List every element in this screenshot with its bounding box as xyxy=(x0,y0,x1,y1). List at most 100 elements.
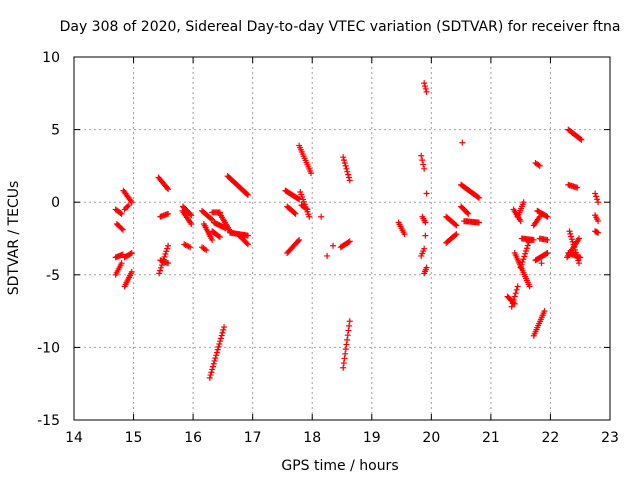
x-tick-label: 21 xyxy=(482,430,500,446)
x-tick-label: 15 xyxy=(125,430,143,446)
data-point xyxy=(517,264,524,271)
data-point xyxy=(520,199,527,206)
data-point xyxy=(217,335,224,342)
data-point xyxy=(577,135,584,142)
data-point xyxy=(518,261,525,268)
data-point xyxy=(459,139,466,146)
data-point xyxy=(119,226,126,233)
data-point xyxy=(342,350,349,357)
data-point xyxy=(208,215,215,222)
data-point xyxy=(157,267,164,274)
data-point xyxy=(292,210,299,217)
data-point xyxy=(568,233,575,240)
data-point xyxy=(401,231,408,238)
data-point xyxy=(214,346,221,353)
data-point xyxy=(203,247,210,254)
data-point xyxy=(525,239,532,246)
data-point xyxy=(188,212,195,219)
data-point xyxy=(592,190,599,197)
data-point xyxy=(342,162,349,169)
data-point xyxy=(475,194,482,201)
data-point xyxy=(422,85,429,92)
data-point xyxy=(330,242,337,249)
data-point xyxy=(303,205,310,212)
data-point xyxy=(346,318,353,325)
data-point xyxy=(216,234,223,241)
data-point xyxy=(526,236,533,243)
data-point xyxy=(218,332,225,339)
data-point xyxy=(569,238,576,245)
data-point xyxy=(215,233,222,240)
data-point xyxy=(344,168,351,175)
data-point xyxy=(221,324,228,331)
data-point xyxy=(423,88,430,95)
data-point xyxy=(213,349,220,356)
data-point xyxy=(187,211,194,218)
data-point xyxy=(209,366,216,373)
data-point xyxy=(341,355,348,362)
data-point xyxy=(453,222,460,229)
data-points xyxy=(112,80,602,381)
data-point xyxy=(570,241,577,248)
data-point xyxy=(210,360,217,367)
data-point xyxy=(165,210,172,217)
data-point xyxy=(208,369,215,376)
data-point xyxy=(220,326,227,333)
x-tick-label: 16 xyxy=(184,430,202,446)
x-tick-label: 22 xyxy=(542,430,560,446)
data-point xyxy=(346,238,353,245)
data-point xyxy=(188,220,195,227)
data-point xyxy=(341,157,348,164)
data-point xyxy=(574,184,581,191)
data-point xyxy=(118,260,125,267)
data-point xyxy=(344,336,351,343)
data-point xyxy=(543,250,550,257)
data-point xyxy=(526,283,533,290)
data-point xyxy=(512,290,519,297)
data-point xyxy=(157,264,164,271)
data-point xyxy=(595,229,602,236)
data-point xyxy=(536,213,543,220)
data-point xyxy=(576,260,583,267)
data-point xyxy=(538,260,545,267)
data-point xyxy=(213,352,220,359)
data-point xyxy=(163,248,170,255)
y-tick-label: 5 xyxy=(51,123,60,139)
data-point xyxy=(345,174,352,181)
data-point xyxy=(128,250,135,257)
data-point xyxy=(165,242,172,249)
data-point xyxy=(519,259,526,266)
data-point xyxy=(544,236,551,243)
data-point xyxy=(118,210,125,217)
x-axis-label: GPS time / hours xyxy=(281,458,398,474)
data-point xyxy=(421,165,428,172)
data-point xyxy=(128,199,135,206)
data-point xyxy=(510,299,517,306)
data-point xyxy=(304,206,311,213)
data-point xyxy=(207,372,214,379)
data-point xyxy=(517,218,524,225)
data-point xyxy=(571,244,578,251)
data-point xyxy=(422,219,429,226)
data-point xyxy=(244,191,251,198)
data-point xyxy=(345,239,352,246)
y-tick-label: -5 xyxy=(46,268,60,284)
data-point xyxy=(244,241,251,248)
data-point xyxy=(453,231,460,238)
data-point xyxy=(536,162,543,169)
data-point xyxy=(308,170,315,177)
data-point xyxy=(164,245,171,252)
data-point xyxy=(465,210,472,217)
data-point xyxy=(520,256,527,263)
data-point xyxy=(541,308,548,315)
data-point xyxy=(295,238,302,245)
data-point xyxy=(543,213,550,220)
y-tick-label: 0 xyxy=(51,195,60,211)
data-point xyxy=(423,264,430,271)
data-point xyxy=(523,245,530,252)
data-point xyxy=(343,165,350,172)
data-point xyxy=(340,364,347,371)
data-point xyxy=(421,80,428,87)
data-point xyxy=(421,245,428,252)
